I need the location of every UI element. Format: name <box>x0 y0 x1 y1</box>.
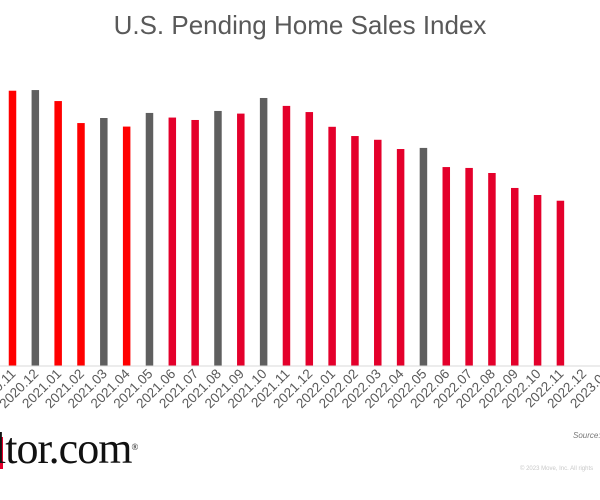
bar-2022.04 <box>396 149 405 366</box>
bar-2022.11 <box>556 200 565 366</box>
bar-2021.10 <box>259 97 268 366</box>
bar-2022.07 <box>465 167 473 366</box>
bar-2021.01 <box>54 101 62 366</box>
bar-2022.05 <box>419 147 428 366</box>
bar-2022.01 <box>328 126 336 366</box>
registered-mark: ® <box>131 442 138 452</box>
bar-2021.06 <box>168 117 177 366</box>
bar-2022.02 <box>351 136 359 366</box>
bar-2021.12 <box>305 112 314 366</box>
bar-2022.03 <box>374 139 382 366</box>
bar-2021.09 <box>237 113 245 366</box>
bar-2021.03 <box>100 118 108 366</box>
bar-2020.12 <box>31 90 40 366</box>
source-note: Source: <box>573 431 600 440</box>
chart-title: U.S. Pending Home Sales Index <box>113 10 487 40</box>
bar-2022.09 <box>511 187 519 366</box>
logo-text: ltor.com <box>0 424 132 473</box>
bar-2021.02 <box>77 123 85 366</box>
bar-2021.11 <box>282 105 291 366</box>
bar-2022.06 <box>442 167 451 366</box>
copyright-note: © 2023 Move, Inc. All rights <box>520 466 594 472</box>
bar-2021.04 <box>122 126 131 366</box>
bar-2021.07 <box>191 119 199 366</box>
bar-2021.05 <box>145 112 154 366</box>
logo-red-fragment <box>0 437 3 469</box>
bar-chart: 2020.112020.122021.012021.022021.032021.… <box>0 90 600 411</box>
bar-2022.10 <box>533 195 542 366</box>
bar-2021.08 <box>214 110 222 366</box>
bar-2020.11 <box>8 90 17 366</box>
realtor-logo: ltor.com® <box>0 424 138 473</box>
bar-2022.08 <box>488 173 496 366</box>
